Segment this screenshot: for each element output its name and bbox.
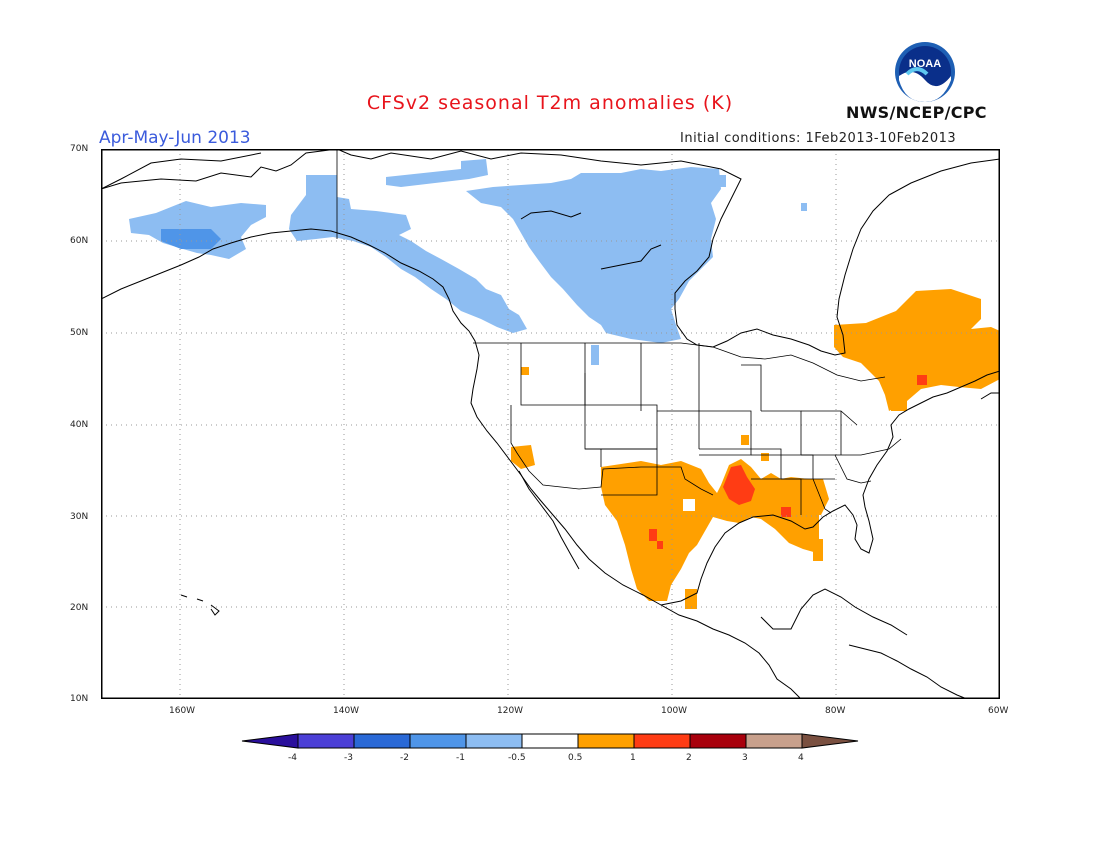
colorbar-swatch	[241, 733, 299, 749]
lat-label: 10N	[70, 694, 89, 704]
logo-text: NOAA	[909, 58, 941, 70]
lon-label: 80W	[825, 706, 846, 716]
grid-lines	[101, 149, 1000, 699]
cold-anomaly-areas	[129, 159, 807, 365]
lat-label: 40N	[70, 420, 89, 430]
colorbar-swatch	[521, 733, 579, 749]
lat-label: 60N	[70, 236, 89, 246]
map-panel	[100, 148, 1001, 700]
colorbar-label: 0.5	[568, 753, 583, 763]
cold-anomaly-core	[161, 229, 221, 249]
colorbar-swatch	[409, 733, 467, 749]
colorbar-label: -0.5	[508, 753, 526, 763]
agency-label: NWS/NCEP/CPC	[846, 103, 987, 122]
colorbar-label: 1	[630, 753, 636, 763]
hot-anomaly-core	[649, 375, 927, 549]
colorbar-swatch	[689, 733, 747, 749]
lon-label: 60W	[988, 706, 1009, 716]
colorbar-label: 4	[798, 753, 804, 763]
lon-label: 140W	[333, 706, 360, 716]
boundaries	[336, 149, 902, 515]
colorbar-label: 2	[686, 753, 692, 763]
colorbar-swatch	[577, 733, 635, 749]
initial-conditions: Initial conditions: 1Feb2013-10Feb2013	[680, 131, 957, 146]
colorbar-swatches	[241, 733, 859, 749]
lat-label: 50N	[70, 328, 89, 338]
colorbar-label: -1	[456, 753, 465, 763]
colorbar-swatch	[353, 733, 411, 749]
noaa-logo: NOAA	[893, 40, 957, 104]
lon-label: 100W	[661, 706, 688, 716]
lat-label: 20N	[70, 603, 89, 613]
lon-label: 160W	[169, 706, 196, 716]
forecast-period: Apr-May-Jun 2013	[99, 128, 251, 148]
colorbar-label: -4	[288, 753, 297, 763]
lat-label: 30N	[70, 512, 89, 522]
colorbar-swatch	[297, 733, 355, 749]
colorbar: -4 -3 -2 -1 -0.5 0.5 1 2 3 4	[238, 733, 862, 773]
warm-anomaly-areas	[511, 289, 1000, 609]
map-frame	[100, 148, 1001, 700]
colorbar-label: 3	[742, 753, 748, 763]
colorbar-swatch	[745, 733, 803, 749]
coastlines	[100, 148, 1001, 700]
colorbar-swatch	[633, 733, 691, 749]
map-svg	[100, 148, 1001, 700]
colorbar-swatch	[801, 733, 859, 749]
lat-label: 70N	[70, 144, 89, 154]
colorbar-label: -2	[400, 753, 409, 763]
colorbar-swatch	[465, 733, 523, 749]
lon-label: 120W	[497, 706, 524, 716]
colorbar-label: -3	[344, 753, 353, 763]
map-title: CFSv2 seasonal T2m anomalies (K)	[366, 92, 734, 114]
